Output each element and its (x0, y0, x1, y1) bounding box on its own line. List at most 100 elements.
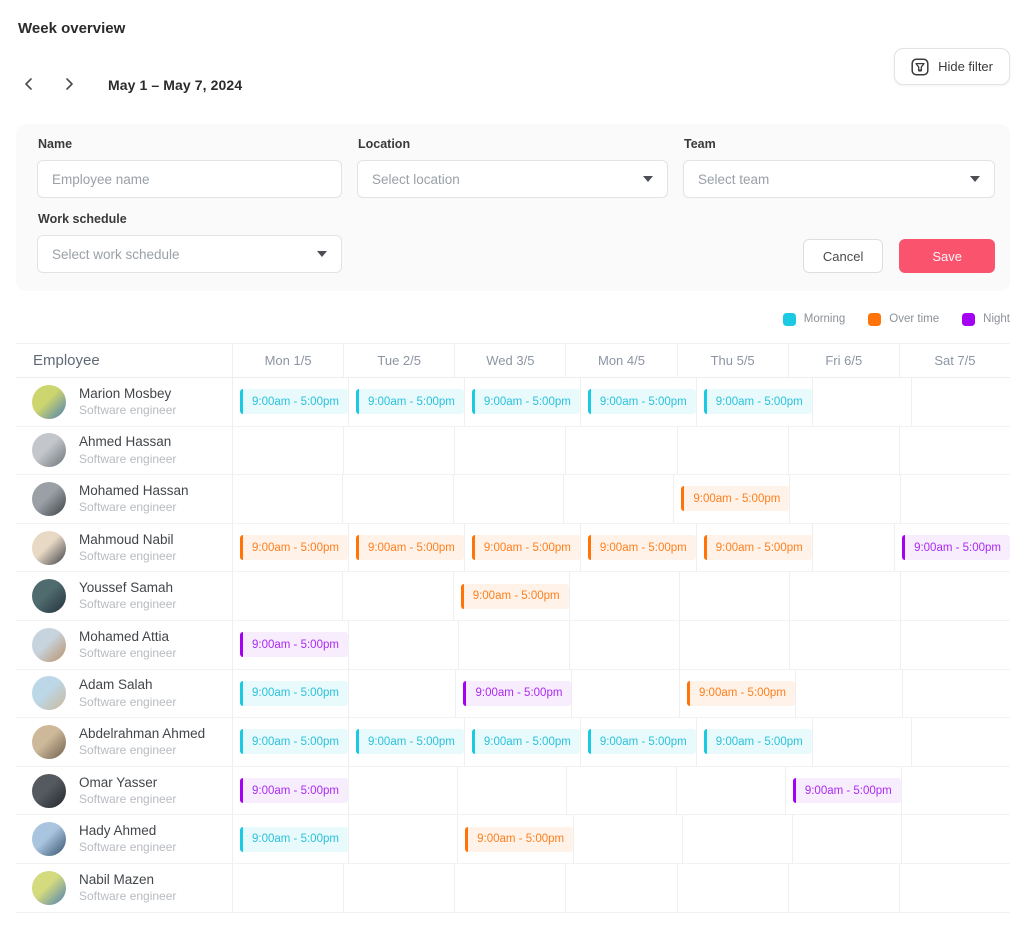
schedule-cell[interactable]: 9:00am - 5:00pm (455, 669, 572, 718)
schedule-cell[interactable] (347, 620, 458, 669)
employee-cell[interactable]: Marion Mosbey Software engineer (16, 378, 232, 426)
schedule-cell[interactable]: 9:00am - 5:00pm (463, 523, 580, 572)
schedule-cell[interactable] (900, 766, 1010, 815)
schedule-cell[interactable]: 9:00am - 5:00pm (894, 523, 1010, 572)
employee-cell[interactable]: Hady Ahmed Software engineer (16, 815, 232, 863)
shift-chip-morning[interactable]: 9:00am - 5:00pm (471, 729, 580, 755)
schedule-cell[interactable]: 9:00am - 5:00pm (232, 523, 348, 572)
schedule-cell[interactable] (811, 718, 911, 766)
schedule-cell[interactable] (568, 572, 679, 620)
employee-cell[interactable]: Abdelrahman Ahmed Software engineer (16, 718, 232, 766)
shift-chip-overtime[interactable]: 9:00am - 5:00pm (681, 486, 790, 512)
schedule-cell[interactable]: 9:00am - 5:00pm (232, 766, 348, 815)
schedule-cell[interactable]: 9:00am - 5:00pm (232, 378, 348, 426)
schedule-cell[interactable] (232, 572, 342, 620)
schedule-cell[interactable] (343, 426, 454, 475)
schedule-cell[interactable]: 9:00am - 5:00pm (579, 718, 696, 766)
schedule-cell[interactable] (787, 863, 899, 912)
schedule-cell[interactable]: 9:00am - 5:00pm (463, 718, 580, 766)
schedule-cell[interactable]: 9:00am - 5:00pm (695, 718, 812, 766)
schedule-cell[interactable] (571, 669, 679, 718)
schedule-cell[interactable] (232, 475, 342, 523)
schedule-cell[interactable] (787, 426, 899, 475)
shift-chip-night[interactable]: 9:00am - 5:00pm (463, 680, 572, 706)
schedule-cell[interactable] (676, 863, 788, 912)
hide-filter-button[interactable]: Hide filter (894, 48, 1010, 85)
prev-week-button[interactable] (16, 72, 42, 98)
schedule-cell[interactable] (794, 669, 903, 718)
schedule-cell[interactable]: 9:00am - 5:00pm (232, 718, 348, 766)
shift-chip-morning[interactable]: 9:00am - 5:00pm (587, 729, 696, 755)
shift-chip-night[interactable]: 9:00am - 5:00pm (240, 778, 348, 804)
schedule-cell[interactable]: 9:00am - 5:00pm (347, 378, 464, 426)
schedule-cell[interactable] (791, 815, 901, 863)
shift-chip-overtime[interactable]: 9:00am - 5:00pm (686, 680, 795, 706)
schedule-cell[interactable] (454, 863, 565, 912)
schedule-cell[interactable]: 9:00am - 5:00pm (452, 572, 569, 620)
schedule-cell[interactable] (910, 718, 1010, 766)
schedule-cell[interactable] (899, 475, 1010, 523)
shift-chip-night[interactable]: 9:00am - 5:00pm (792, 778, 901, 804)
schedule-cell[interactable]: 9:00am - 5:00pm (347, 523, 464, 572)
schedule-cell[interactable] (342, 475, 452, 523)
cancel-button[interactable]: Cancel (802, 239, 884, 273)
schedule-cell[interactable] (566, 766, 675, 815)
schedule-cell[interactable]: 9:00am - 5:00pm (457, 815, 574, 863)
schedule-cell[interactable] (565, 426, 676, 475)
schedule-cell[interactable] (458, 620, 568, 669)
shift-chip-morning[interactable]: 9:00am - 5:00pm (703, 729, 812, 755)
schedule-cell[interactable] (573, 815, 682, 863)
schedule-cell[interactable] (899, 620, 1010, 669)
shift-chip-morning[interactable]: 9:00am - 5:00pm (240, 826, 348, 852)
schedule-cell[interactable] (347, 815, 457, 863)
employee-cell[interactable]: Mahmoud Nabil Software engineer (16, 524, 232, 572)
shift-chip-overtime[interactable]: 9:00am - 5:00pm (587, 535, 696, 561)
schedule-cell[interactable]: 9:00am - 5:00pm (463, 378, 580, 426)
work-schedule-select[interactable]: Select work schedule (37, 235, 342, 273)
team-select[interactable]: Select team (683, 160, 995, 198)
shift-chip-overtime[interactable]: 9:00am - 5:00pm (465, 826, 574, 852)
schedule-cell[interactable] (811, 523, 894, 572)
schedule-cell[interactable]: 9:00am - 5:00pm (232, 815, 348, 863)
schedule-cell[interactable] (452, 475, 563, 523)
schedule-cell[interactable] (811, 378, 911, 426)
schedule-cell[interactable] (568, 620, 679, 669)
schedule-cell[interactable] (789, 475, 899, 523)
employee-cell[interactable]: Mohamed Attia Software engineer (16, 621, 232, 669)
schedule-cell[interactable] (789, 620, 899, 669)
shift-chip-morning[interactable]: 9:00am - 5:00pm (703, 389, 812, 415)
schedule-cell[interactable] (899, 572, 1010, 620)
shift-chip-morning[interactable]: 9:00am - 5:00pm (355, 729, 464, 755)
shift-chip-morning[interactable]: 9:00am - 5:00pm (587, 389, 696, 415)
schedule-cell[interactable] (347, 669, 456, 718)
employee-cell[interactable]: Ahmed Hassan Software engineer (16, 427, 232, 475)
shift-chip-morning[interactable]: 9:00am - 5:00pm (240, 389, 348, 415)
employee-cell[interactable]: Nabil Mazen Software engineer (16, 864, 232, 912)
schedule-cell[interactable] (457, 766, 566, 815)
schedule-cell[interactable] (343, 863, 454, 912)
schedule-cell[interactable]: 9:00am - 5:00pm (232, 620, 348, 669)
next-week-button[interactable] (56, 72, 82, 98)
employee-name-input[interactable] (37, 160, 342, 198)
schedule-cell[interactable] (902, 669, 1010, 718)
shift-chip-overtime[interactable]: 9:00am - 5:00pm (703, 535, 812, 561)
schedule-cell[interactable] (342, 572, 452, 620)
employee-cell[interactable]: Mohamed Hassan Software engineer (16, 475, 232, 523)
shift-chip-night[interactable]: 9:00am - 5:00pm (240, 632, 348, 658)
schedule-cell[interactable]: 9:00am - 5:00pm (579, 378, 696, 426)
schedule-cell[interactable] (347, 766, 457, 815)
shift-chip-overtime[interactable]: 9:00am - 5:00pm (471, 535, 580, 561)
schedule-cell[interactable] (789, 572, 899, 620)
schedule-cell[interactable] (910, 378, 1010, 426)
schedule-cell[interactable]: 9:00am - 5:00pm (678, 669, 795, 718)
employee-cell[interactable]: Adam Salah Software engineer (16, 670, 232, 718)
schedule-cell[interactable]: 9:00am - 5:00pm (673, 475, 790, 523)
schedule-cell[interactable] (565, 863, 676, 912)
save-button[interactable]: Save (899, 239, 995, 273)
schedule-cell[interactable] (676, 426, 788, 475)
schedule-cell[interactable]: 9:00am - 5:00pm (347, 718, 464, 766)
shift-chip-morning[interactable]: 9:00am - 5:00pm (240, 680, 348, 706)
schedule-cell[interactable]: 9:00am - 5:00pm (232, 669, 348, 718)
shift-chip-overtime[interactable]: 9:00am - 5:00pm (240, 535, 348, 561)
shift-chip-morning[interactable]: 9:00am - 5:00pm (240, 729, 348, 755)
